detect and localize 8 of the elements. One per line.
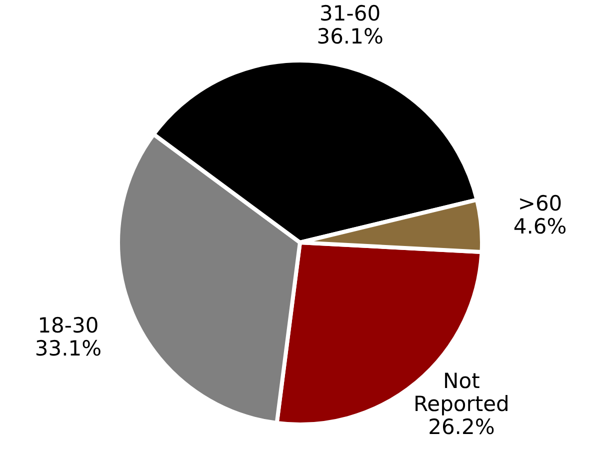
data-label: 36.1% <box>316 24 384 48</box>
slice-label: >60 <box>518 192 562 216</box>
data-label: 26.2% <box>428 414 495 439</box>
data-label: 4.6% <box>513 214 567 239</box>
slice-label: 18-30 <box>38 314 99 338</box>
slice-label: Not Reported <box>414 368 510 416</box>
slice-label: 31-60 <box>320 2 381 26</box>
data-label: 33.1% <box>34 336 102 361</box>
